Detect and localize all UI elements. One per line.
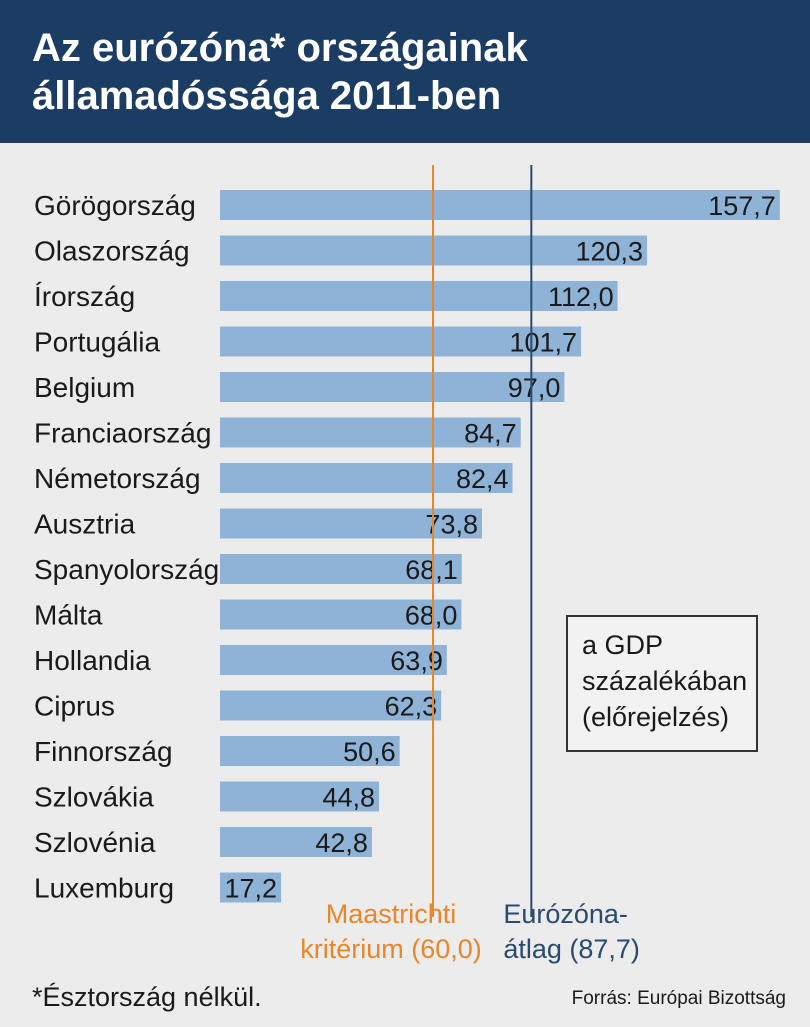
category-label: Luxemburg xyxy=(34,873,174,904)
title-line-2: államadóssága 2011-ben xyxy=(32,74,502,118)
category-label: Ausztria xyxy=(34,509,136,540)
bar xyxy=(220,372,565,402)
bar xyxy=(220,736,400,766)
eurozone-average-label-line-2: átlag (87,7) xyxy=(503,934,640,964)
bar-chart: Görögország 157,7 Olaszország 120,3 Írország… xyxy=(34,165,780,964)
source-credit: Forrás: Európai Bizottság xyxy=(571,988,786,1009)
category-label: Szlovénia xyxy=(34,827,156,858)
bar xyxy=(220,508,482,539)
data-label: 73,8 xyxy=(425,510,478,540)
bar xyxy=(220,190,780,220)
data-label: 42,8 xyxy=(315,828,368,858)
data-label: 112,0 xyxy=(548,282,614,312)
category-label: Németország xyxy=(34,463,201,494)
chart-header: Az eurózóna* országainak államadóssága 2… xyxy=(0,0,810,143)
bar xyxy=(220,690,442,721)
maastricht-label-line-2: kritérium (60,0) xyxy=(300,934,482,964)
bar xyxy=(220,872,282,903)
bar xyxy=(220,281,618,311)
bar xyxy=(220,645,447,675)
data-label: 63,9 xyxy=(390,646,443,676)
data-label: 62,3 xyxy=(385,692,438,722)
data-label: 68,1 xyxy=(405,555,458,585)
footnote: *Észtország nélkül. xyxy=(32,982,262,1012)
category-label: Olaszország xyxy=(34,236,190,267)
bar xyxy=(220,554,462,584)
data-label: 82,4 xyxy=(456,464,509,494)
bar xyxy=(220,417,521,448)
category-label: Spanyolország xyxy=(34,554,219,585)
category-label: Írország xyxy=(34,281,135,312)
data-label: 101,7 xyxy=(509,328,577,358)
data-label: 44,8 xyxy=(322,783,375,813)
maastricht-label-line-1: Maastrichti xyxy=(326,899,457,929)
bar xyxy=(220,827,372,857)
data-label: 17,2 xyxy=(224,874,277,904)
eurozone-average-label-line-1: Eurózóna- xyxy=(503,899,628,929)
data-label: 68,0 xyxy=(405,601,458,631)
category-label: Franciaország xyxy=(34,418,211,449)
category-label: Finnország xyxy=(34,736,173,767)
data-label: 50,6 xyxy=(343,737,396,767)
category-label: Szlovákia xyxy=(34,782,154,813)
data-label: 97,0 xyxy=(508,373,561,403)
unit-line-2: százalékában xyxy=(582,666,748,696)
category-label: Málta xyxy=(34,600,103,631)
bar xyxy=(220,599,462,630)
category-label: Belgium xyxy=(34,372,135,403)
category-label: Portugália xyxy=(34,327,161,358)
chart-title: Az eurózóna* országainak államadóssága 2… xyxy=(0,0,810,120)
unit-line-1: a GDP xyxy=(582,630,664,660)
unit-line-3: (előrejelzés) xyxy=(582,702,730,732)
bar xyxy=(220,463,513,493)
bar xyxy=(220,326,582,357)
data-label: 157,7 xyxy=(708,191,776,221)
category-label: Görögország xyxy=(34,190,196,221)
title-line-1: Az eurózóna* országainak xyxy=(32,26,528,70)
category-label: Ciprus xyxy=(34,691,115,722)
bar xyxy=(220,781,380,812)
unit-legend-box: a GDP százalékában (előrejelzés) xyxy=(566,615,758,752)
data-label: 84,7 xyxy=(464,419,517,449)
data-label: 120,3 xyxy=(575,237,643,267)
category-label: Hollandia xyxy=(34,645,151,676)
